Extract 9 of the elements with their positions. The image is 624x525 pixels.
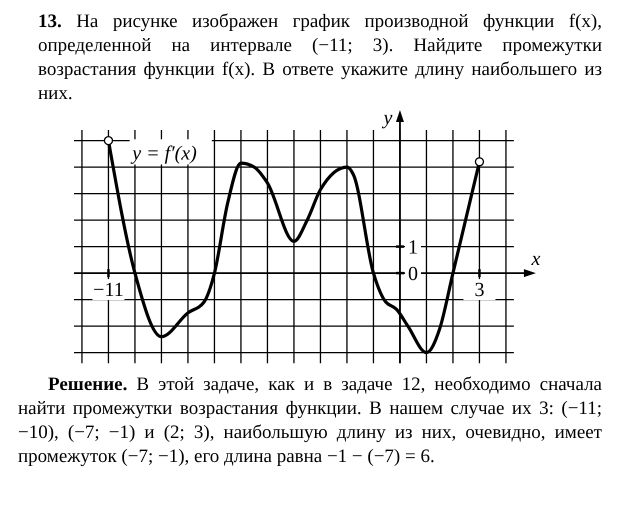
x-tick-label: 3 xyxy=(474,279,484,302)
y-tick-label: 0 xyxy=(408,263,418,286)
x-tick-label: −11 xyxy=(93,279,124,302)
annotation: y = f′(x) xyxy=(130,142,198,165)
y-tick-label: 1 xyxy=(408,236,418,259)
chart-title: 13. На рисунке изображен график производной функции f(x), определенной на интервале (−11; 3). Найдите промежутки возрастания функции f(x). В ответе укажите длину наибольшего из них. xyxy=(37,10,603,106)
y-axis-title: y xyxy=(382,107,393,129)
text: Решение. В этой задаче, как и в задаче 12, необходимо сначала найти промежутки возрастания функции. В нашем случае их 3: (−11; −10), (−7; −1) и (2; 3), наибольшую длину из них, очевидно, имеет промежуток (−7; −1), его длина равна −1 − (−7) = 6. xyxy=(17,373,603,470)
x-axis-title: x xyxy=(530,248,540,270)
